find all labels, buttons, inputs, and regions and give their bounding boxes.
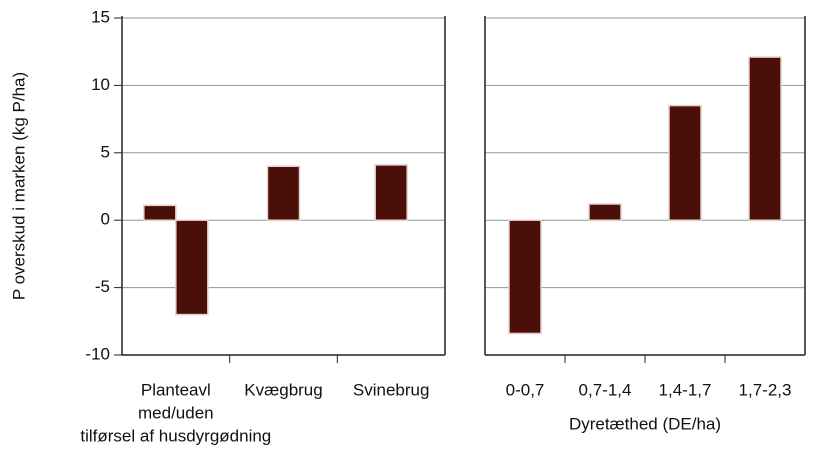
- y-tick-label: 10: [91, 75, 110, 94]
- y-tick-label: 5: [101, 142, 110, 161]
- y-tick-label: -5: [95, 277, 110, 296]
- bar: [374, 164, 408, 221]
- x-tick-label: Kvægbrug: [244, 380, 322, 399]
- x-axis-label: Dyretæthed (DE/ha): [569, 414, 721, 433]
- y-tick-label: -10: [85, 344, 110, 363]
- x-tick-label: Svinebrug: [353, 380, 430, 399]
- y-tick-label: 15: [91, 7, 110, 26]
- bar: [175, 219, 209, 316]
- y-tick-label: 0: [101, 210, 110, 229]
- x-tick-label: 1,4-1,7: [659, 380, 712, 399]
- x-tick-label: med/uden: [138, 403, 214, 422]
- x-tick-label: 0-0,7: [506, 380, 545, 399]
- x-tick-label: 1,7-2,3: [739, 380, 792, 399]
- bar: [508, 219, 542, 335]
- x-tick-label: tilførsel af husdyrgødning: [80, 426, 271, 445]
- x-tick-label: Planteavl: [141, 380, 211, 399]
- bar: [668, 104, 702, 221]
- bar: [266, 165, 301, 221]
- x-tick-label: 0,7-1,4: [579, 380, 632, 399]
- bar: [143, 204, 177, 221]
- bar: [748, 56, 782, 221]
- y-axis-label: P overskud i marken (kg P/ha): [9, 72, 28, 300]
- bar: [588, 203, 622, 221]
